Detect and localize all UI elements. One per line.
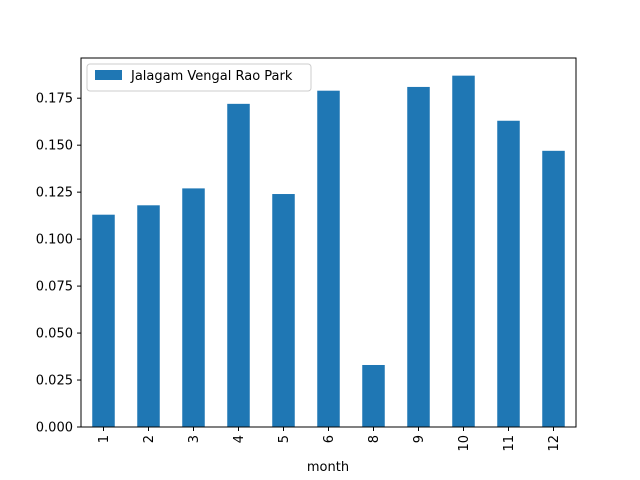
y-tick-label: 0.100 [36, 233, 73, 248]
x-tick-label: 12 [547, 435, 562, 452]
legend: Jalagam Vengal Rao Park [86, 63, 312, 92]
x-tick-label: 1 [97, 435, 112, 443]
y-tick-label: 0.025 [36, 374, 73, 389]
bar-month-3 [182, 188, 205, 427]
legend-swatch [95, 70, 122, 80]
bar-month-2 [137, 205, 160, 427]
x-tick-label: 6 [322, 435, 337, 443]
x-tick-label: 8 [367, 435, 382, 443]
y-tick-label: 0.000 [36, 421, 73, 436]
axes-layer: 0.000 0.025 0.050 0.075 0.100 0.125 0.150 0.175… [36, 57, 577, 452]
bar-month-10 [452, 75, 475, 428]
y-tick-label: 0.050 [36, 327, 73, 342]
x-tick-label: 2 [142, 435, 157, 443]
y-tick-label: 0.175 [36, 92, 73, 107]
y-tick-label: 0.150 [36, 139, 73, 154]
bar-month-5 [272, 194, 295, 427]
x-tick-label: 5 [277, 435, 292, 443]
y-tick-label: 0.075 [36, 280, 73, 295]
bar-month-11 [497, 120, 520, 427]
bar-month-4 [227, 103, 250, 428]
x-tick-label: 9 [412, 435, 427, 443]
x-axis-label: month [307, 460, 349, 475]
bar-month-6 [317, 90, 340, 428]
bar-month-1 [92, 214, 115, 427]
bar-month-12 [542, 150, 565, 427]
x-tick-label: 4 [232, 435, 247, 443]
bars-layer [92, 75, 565, 428]
legend-label: Jalagam Vengal Rao Park [130, 69, 293, 84]
y-tick-label: 0.125 [36, 186, 73, 201]
legend-frame [86, 63, 312, 92]
x-tick-label: 10 [457, 435, 472, 452]
bar-month-8 [362, 364, 385, 427]
bar-month-9 [407, 86, 430, 427]
x-tick-label: 11 [502, 435, 517, 452]
x-tick-label: 3 [187, 435, 202, 443]
